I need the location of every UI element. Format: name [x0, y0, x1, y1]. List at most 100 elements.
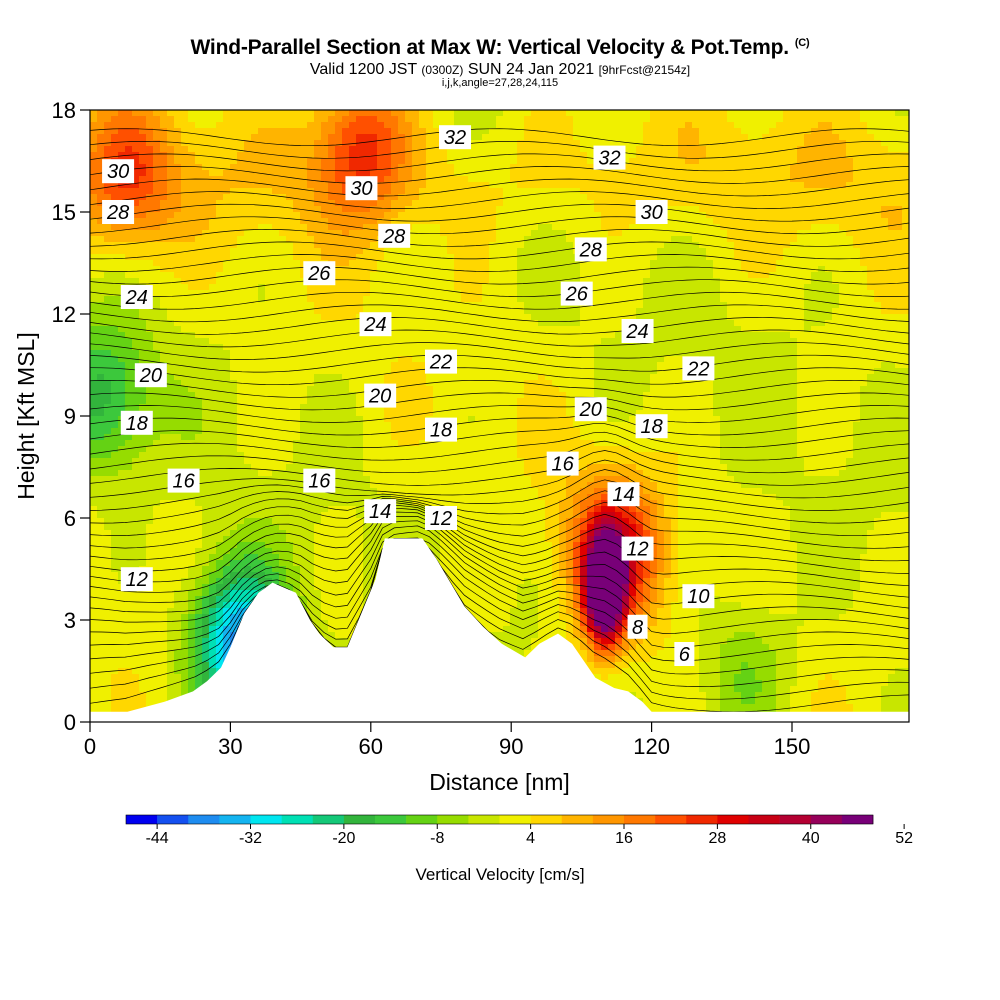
- contour-label: 8: [627, 614, 648, 639]
- grid-indices: i,j,k,angle=27,28,24,115: [441, 77, 559, 89]
- x-tick-label: 90: [499, 734, 523, 759]
- colorbar-swatch: [810, 815, 843, 824]
- colorbar-swatch: [157, 815, 189, 824]
- contour-label: 18: [425, 417, 457, 442]
- contour-label-text: 12: [626, 539, 648, 561]
- colorbar-swatch: [468, 815, 500, 824]
- forecast-info: [9hrFcst@2154z]: [598, 63, 691, 77]
- contour-label: 16: [546, 451, 579, 476]
- contour-label: 30: [102, 159, 135, 184]
- colorbar-swatch: [219, 815, 251, 824]
- colorbar-swatch: [841, 815, 874, 824]
- contour-label-text: 30: [350, 178, 372, 200]
- x-tick-label: 0: [84, 734, 96, 759]
- contour-label: 24: [120, 285, 153, 309]
- contour-label-text: 22: [429, 352, 452, 374]
- colorbar-swatch: [250, 815, 282, 824]
- colorbar-swatch: [592, 815, 625, 824]
- colorbar-tick-label: 16: [615, 830, 633, 847]
- contour-label-text: 24: [125, 287, 148, 309]
- contour-label-text: 32: [598, 148, 620, 170]
- x-axis-label: Distance [nm]: [429, 769, 570, 795]
- contour-label: 10: [682, 584, 715, 609]
- contour-label-text: 30: [640, 202, 662, 224]
- contour-label-text: 28: [579, 239, 602, 261]
- terrain-profile: [90, 538, 909, 722]
- x-tick-label: 60: [359, 734, 383, 759]
- contour-label: 32: [439, 125, 472, 150]
- contour-label-text: 14: [612, 484, 634, 506]
- colorbar: -44 -32 -20 -8 4 16 28 40 52 Vertical Velocity [c…: [125, 814, 913, 884]
- contour-label: 24: [359, 312, 392, 337]
- contour-label-text: 12: [126, 569, 148, 591]
- colorbar-swatch: [779, 815, 812, 824]
- contour-label: 20: [574, 397, 607, 422]
- x-tick-label: 120: [633, 734, 670, 759]
- chart-title-text: Wind-Parallel Section at Max W: Vertical…: [190, 36, 790, 59]
- contour-label-text: 22: [686, 358, 709, 380]
- contour-label-text: 18: [126, 413, 148, 435]
- contour-label: 12: [621, 536, 654, 561]
- y-tick-label: 9: [64, 404, 76, 429]
- y-tick-label: 18: [52, 98, 76, 123]
- valid-utc: (0300Z): [421, 63, 464, 77]
- colorbar-swatch: [126, 815, 158, 824]
- colorbar-tick-label: -20: [332, 830, 355, 847]
- contour-label-text: 24: [363, 314, 386, 336]
- contour-label-text: 6: [679, 644, 691, 666]
- colorbar-swatch: [499, 815, 531, 824]
- colorbar-label: Vertical Velocity [cm/s]: [415, 865, 584, 884]
- axes: 0 30 60 90 120 150 0 3 6 9 12 15 18 Distance [nm] Heig…: [13, 98, 810, 795]
- chart-subtitle: Valid 1200 JST (0300Z) SUN 24 Jan 2021 […: [0, 61, 1000, 79]
- colorbar-swatch: [530, 815, 563, 824]
- colorbar-swatch: [312, 815, 345, 824]
- colorbar-tick-label: -44: [146, 830, 169, 847]
- contour-label-text: 8: [632, 617, 643, 639]
- contour-label: 16: [303, 468, 336, 493]
- contour-label-text: 20: [368, 386, 391, 408]
- contour-label: 18: [635, 414, 668, 439]
- colorbar-swatch: [655, 815, 687, 824]
- contour-label: 22: [425, 349, 457, 374]
- contour-label-text: 28: [106, 202, 129, 224]
- colorbar-tick-label: 40: [802, 830, 820, 847]
- contour-label: 12: [425, 506, 457, 530]
- y-tick-label: 12: [52, 302, 76, 327]
- x-tick-label: 30: [218, 734, 242, 759]
- contour-label-text: 16: [172, 471, 195, 493]
- colorbar-swatch: [748, 815, 780, 824]
- contour-label: 26: [303, 261, 336, 286]
- contour-label: 16: [167, 468, 200, 493]
- colorbar-swatch: [624, 815, 656, 824]
- colorbar-swatch: [281, 815, 314, 824]
- contour-label-text: 10: [687, 586, 709, 608]
- terrain-mask: [90, 538, 909, 722]
- colorbar-tick-label: 52: [895, 830, 913, 847]
- contour-label: 20: [364, 383, 397, 408]
- colorbar-swatch: [406, 815, 438, 824]
- valid-time: Valid 1200 JST: [309, 61, 417, 78]
- contour-label-text: 20: [139, 365, 162, 387]
- colorbar-tick-label: -32: [239, 830, 262, 847]
- contour-label: 20: [134, 363, 167, 388]
- contour-label: 28: [574, 237, 607, 262]
- contour-label: 24: [621, 319, 654, 343]
- valid-date: SUN 24 Jan 2021: [467, 61, 595, 78]
- colorbar-swatch: [437, 815, 469, 824]
- contour-label-text: 24: [625, 321, 648, 343]
- contour-label-text: 18: [640, 416, 662, 438]
- y-axis-label: Height [Kft MSL]: [13, 332, 39, 499]
- chart-title: Wind-Parallel Section at Max W: Vertical…: [0, 36, 1000, 60]
- colorbar-swatch: [561, 815, 594, 824]
- title-units-mark: (C): [794, 37, 810, 49]
- contour-label: 32: [593, 145, 626, 170]
- contour-label: 14: [607, 482, 640, 507]
- y-tick-label: 6: [64, 506, 76, 531]
- contour-label-text: 32: [444, 127, 466, 149]
- contour-label: 28: [102, 200, 135, 224]
- contour-label-text: 26: [565, 284, 589, 306]
- x-tick-label: 150: [774, 734, 811, 759]
- contour-label-text: 16: [552, 454, 575, 476]
- contour-label-text: 16: [308, 471, 331, 493]
